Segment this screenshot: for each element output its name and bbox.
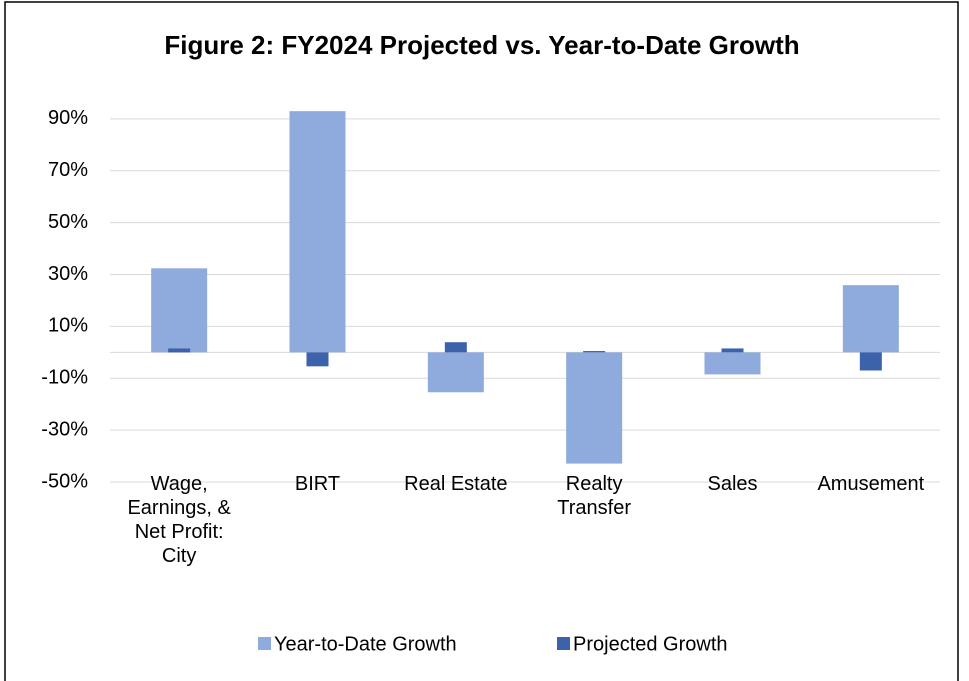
x-tick-label: Real Estate [404,473,508,495]
bar [721,348,744,353]
y-tick-label: 90% [48,107,88,129]
x-tick-label: Realty Transfer [557,473,632,519]
y-tick-label: 70% [48,159,88,181]
bar [704,352,761,375]
y-tick-label: 50% [48,211,88,233]
y-tick-label: -30% [41,418,88,440]
x-tick-label: BIRT [294,473,341,495]
legend-label: Projected Growth [573,633,728,655]
bar [168,348,191,353]
y-tick-label: -50% [41,470,88,492]
y-tick-label: 30% [48,263,88,285]
chart-title: Figure 2: FY2024 Projected vs. Year-to-D… [164,30,799,60]
bar [289,111,346,353]
legend-label: Year-to-Date Growth [274,633,457,655]
chart-border [4,1,959,681]
bar [427,352,484,393]
bar [151,268,208,353]
y-tick-label: -10% [41,367,88,389]
bar [306,352,329,367]
x-tick-label: Amusement [817,473,925,495]
bar [583,351,606,353]
bar [859,352,882,371]
legend-swatch [258,637,271,650]
bar [566,352,623,464]
bar [444,342,467,353]
bar [842,285,899,353]
legend-swatch [557,637,570,650]
x-tick-label: Wage, Earnings, & Net Profit: City [127,473,231,567]
x-tick-label: Sales [707,473,758,495]
y-tick-label: 10% [48,315,88,337]
